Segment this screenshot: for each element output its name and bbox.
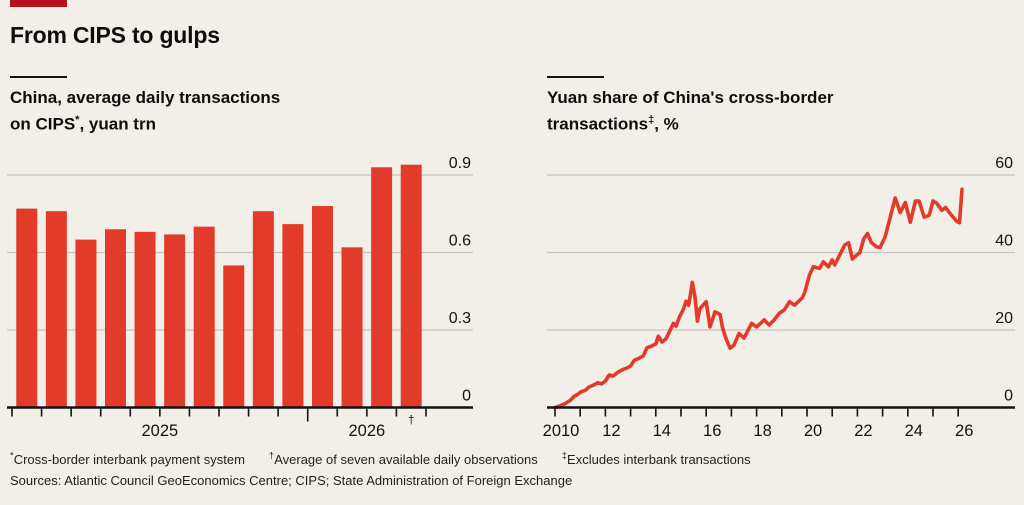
left-subtitle-line2-post: , yuan trn [79, 114, 156, 134]
y-axis-tick-label: 20 [995, 310, 1013, 327]
bar [16, 208, 38, 408]
right-subtitle-line2-pre: transactions [547, 114, 649, 134]
sources-line: Sources: Atlantic Council GeoEconomics C… [10, 473, 573, 488]
x-axis-year-label: 16 [703, 422, 721, 440]
y-axis-tick-label: 0.9 [449, 155, 471, 172]
bar [164, 234, 186, 408]
left-subtitle-line1: China, average daily transactions [10, 88, 281, 107]
right-chart-subtitle: Yuan share of China's cross-border trans… [547, 86, 977, 136]
bar [223, 265, 245, 408]
bar [252, 211, 274, 408]
right-subtitle-line2-post: , % [654, 114, 679, 134]
left-subtitle-line2-pre: on CIPS [10, 114, 76, 134]
bar [341, 247, 363, 408]
page-title: From CIPS to gulps [10, 22, 220, 48]
yuan-share-line [553, 187, 964, 410]
right-footnote-marker: ‡ [648, 114, 655, 126]
footnote-item: *Cross-border interbank payment system [10, 451, 245, 468]
left-panel-header: China, average daily transactions on CIP… [10, 76, 430, 136]
x-axis-year-label: 24 [905, 422, 923, 440]
bar [45, 211, 67, 408]
y-axis-tick-label: 0 [462, 388, 471, 405]
x-axis-year-label: 18 [753, 422, 771, 440]
cips-bar-chart: 0 0.3 0.6 0.9 2025 2026 † [7, 155, 473, 440]
bar [282, 224, 304, 408]
x-axis-year-label: 14 [653, 422, 671, 440]
left-footnote-marker: * [75, 114, 80, 126]
footnote-item: ‡Excludes interbank transactions [561, 451, 751, 468]
bar [400, 164, 422, 408]
left-chart-subtitle: China, average daily transactions on CIP… [10, 86, 430, 136]
right-panel-header: Yuan share of China's cross-border trans… [547, 76, 977, 136]
y-axis-tick-label: 40 [995, 233, 1013, 250]
bar [134, 231, 156, 408]
last-bar-footnote-marker: † [408, 415, 414, 427]
y-axis-tick-label: 0.6 [449, 233, 471, 250]
right-panel-rule [547, 76, 604, 78]
footnotes-line: *Cross-border interbank payment system †A… [10, 451, 775, 467]
yuan-share-line-chart: 0 20 40 60 2010 12 14 16 18 20 22 24 26 [543, 155, 1015, 440]
right-subtitle-line1: Yuan share of China's cross-border [547, 88, 834, 107]
x-axis-year-label: 2010 [543, 422, 580, 440]
y-axis-tick-label: 0.3 [449, 310, 471, 327]
x-axis-year-label: 12 [602, 422, 620, 440]
bar [371, 167, 393, 408]
brand-red-tag [10, 0, 67, 7]
left-panel-rule [10, 76, 67, 78]
bar [104, 229, 126, 408]
bar [311, 206, 333, 408]
x-axis-year-label: 2025 [141, 422, 178, 440]
x-axis-year-label: 22 [854, 422, 872, 440]
y-axis-tick-label: 60 [995, 155, 1013, 172]
x-axis-year-label: 2026 [348, 422, 385, 440]
bar [193, 226, 215, 408]
bar [75, 239, 97, 408]
x-axis-year-label: 20 [804, 422, 822, 440]
y-axis-tick-label: 0 [1004, 388, 1013, 405]
footnote-item: †Average of seven available daily observ… [268, 451, 538, 468]
x-axis-year-label: 26 [955, 422, 973, 440]
